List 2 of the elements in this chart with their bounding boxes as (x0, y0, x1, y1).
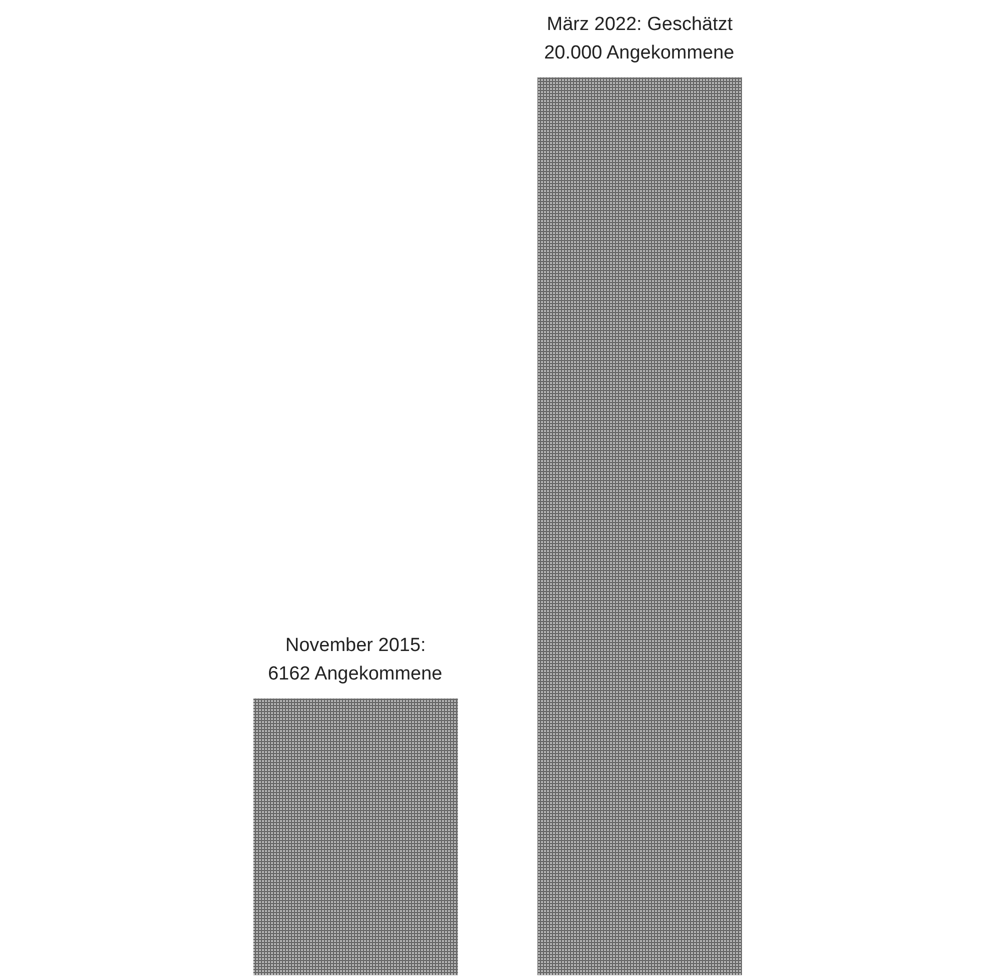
data-label: November 2015: 6162 Angekommene (268, 635, 442, 685)
data-label: März 2022: Geschätzt 20.000 Angekommene (544, 14, 734, 64)
